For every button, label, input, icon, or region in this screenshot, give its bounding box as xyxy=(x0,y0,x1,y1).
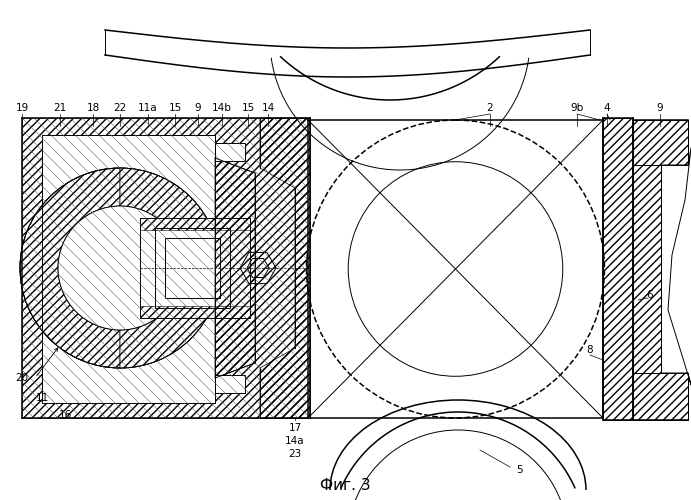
Text: 16: 16 xyxy=(58,410,72,420)
Bar xyxy=(633,165,661,373)
Bar xyxy=(215,143,245,161)
Text: 21: 21 xyxy=(53,103,66,113)
Text: 6: 6 xyxy=(647,290,653,300)
Circle shape xyxy=(20,168,220,368)
Text: 14: 14 xyxy=(261,103,274,113)
Text: 9: 9 xyxy=(195,103,201,113)
Text: 22: 22 xyxy=(113,103,126,113)
Text: Фиг. 3: Фиг. 3 xyxy=(320,478,370,494)
Text: 15: 15 xyxy=(241,103,254,113)
Text: 19: 19 xyxy=(15,103,28,113)
Text: 5: 5 xyxy=(517,465,523,475)
Bar xyxy=(42,135,215,403)
Text: 11a: 11a xyxy=(138,103,158,113)
Text: 14a: 14a xyxy=(285,436,305,446)
Bar xyxy=(603,118,633,420)
Bar xyxy=(633,373,688,420)
Text: 8: 8 xyxy=(587,345,594,355)
Text: 20: 20 xyxy=(15,373,28,383)
Text: 15: 15 xyxy=(169,103,182,113)
Text: 2: 2 xyxy=(486,103,493,113)
Bar xyxy=(140,218,250,318)
Text: 4: 4 xyxy=(604,103,610,113)
Text: 11: 11 xyxy=(35,393,48,403)
Bar xyxy=(633,120,688,165)
Bar xyxy=(215,375,245,393)
Text: 9b: 9b xyxy=(570,103,584,113)
Polygon shape xyxy=(120,168,220,368)
Text: 17: 17 xyxy=(288,423,302,433)
Circle shape xyxy=(58,206,182,330)
Text: 9: 9 xyxy=(656,103,663,113)
Bar xyxy=(165,238,220,298)
Text: 14b: 14b xyxy=(212,103,232,113)
Text: 18: 18 xyxy=(86,103,100,113)
Text: 23: 23 xyxy=(288,449,302,459)
Bar xyxy=(155,228,230,308)
